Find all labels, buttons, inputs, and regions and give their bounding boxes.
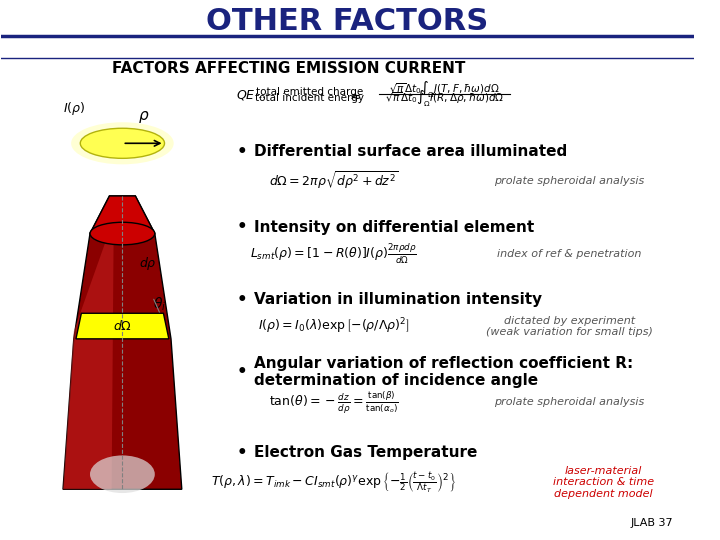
Text: dictated by experiment
(weak variation for small tips): dictated by experiment (weak variation f… <box>485 315 652 337</box>
Text: total incident energy: total incident energy <box>255 93 364 103</box>
Text: Angular variation of reflection coefficient R:
determination of incidence angle: Angular variation of reflection coeffici… <box>254 356 634 388</box>
Text: prolate spheroidal analysis: prolate spheroidal analysis <box>494 396 644 407</box>
Text: $\theta_i$: $\theta_i$ <box>153 295 166 313</box>
Text: Electron Gas Temperature: Electron Gas Temperature <box>254 445 477 460</box>
Ellipse shape <box>90 222 155 245</box>
Text: Differential surface area illuminated: Differential surface area illuminated <box>254 144 567 159</box>
Text: $\sqrt{\pi}\Delta t_0 \int_\Omega J(T,F,\hbar\omega)d\Omega$: $\sqrt{\pi}\Delta t_0 \int_\Omega J(T,F,… <box>390 80 500 100</box>
Text: •: • <box>237 218 247 236</box>
Text: index of ref & penetration: index of ref & penetration <box>497 249 642 259</box>
Text: Intensity on differential element: Intensity on differential element <box>254 220 534 234</box>
Text: •: • <box>237 363 247 381</box>
Text: OTHER FACTORS: OTHER FACTORS <box>207 8 489 36</box>
Text: laser-material
interaction & time
dependent model: laser-material interaction & time depend… <box>553 465 654 499</box>
Text: $QE \propto$: $QE \propto$ <box>235 89 266 103</box>
Text: $d\Omega$: $d\Omega$ <box>113 319 132 333</box>
Text: $\approx$: $\approx$ <box>347 89 362 103</box>
Ellipse shape <box>90 455 155 493</box>
Ellipse shape <box>71 122 174 164</box>
Polygon shape <box>76 313 168 339</box>
Text: total emitted charge: total emitted charge <box>256 86 363 97</box>
Text: $\sqrt{\pi}\Delta t_0 \int_\Omega I(R,\Delta\rho,\hbar\omega)d\Omega$: $\sqrt{\pi}\Delta t_0 \int_\Omega I(R,\D… <box>385 89 504 110</box>
Ellipse shape <box>81 129 165 158</box>
Polygon shape <box>63 196 181 489</box>
Text: •: • <box>237 444 247 462</box>
Text: $d\rho$: $d\rho$ <box>138 255 156 272</box>
Text: $d\Omega = 2\pi\rho\sqrt{d\rho^2 + dz^2}$: $d\Omega = 2\pi\rho\sqrt{d\rho^2 + dz^2}… <box>269 170 398 192</box>
Text: FACTORS AFFECTING EMISSION CURRENT: FACTORS AFFECTING EMISSION CURRENT <box>112 61 465 76</box>
Text: •: • <box>237 143 247 161</box>
Text: JLAB 37: JLAB 37 <box>630 518 673 528</box>
Text: $I(\rho) = I_0(\lambda)\exp\left[-\left(\rho/\Lambda\rho\right)^2\right]$: $I(\rho) = I_0(\lambda)\exp\left[-\left(… <box>258 316 410 336</box>
Polygon shape <box>90 196 155 233</box>
Text: $\rho$: $\rho$ <box>138 109 150 125</box>
Text: Variation in illumination intensity: Variation in illumination intensity <box>254 292 542 307</box>
Polygon shape <box>63 219 114 489</box>
Text: $I(\rho)$: $I(\rho)$ <box>63 100 85 117</box>
Text: $T(\rho,\lambda) = T_{imk} - CI_{smt}(\rho)^{\gamma}\exp\left\{-\frac{1}{2}\left: $T(\rho,\lambda) = T_{imk} - CI_{smt}(\r… <box>211 470 456 494</box>
Text: $\tan(\theta) = -\frac{dz}{d\rho} = \frac{\tan(\beta)}{\tan(\alpha_o)}$: $\tan(\theta) = -\frac{dz}{d\rho} = \fra… <box>269 389 398 415</box>
Text: $L_{smt}(\rho) = [1-R(\theta)]I(\rho)\frac{2\pi\rho d\rho}{d\Omega}$: $L_{smt}(\rho) = [1-R(\theta)]I(\rho)\fr… <box>251 242 417 266</box>
Text: prolate spheroidal analysis: prolate spheroidal analysis <box>494 177 644 186</box>
Text: •: • <box>237 291 247 308</box>
